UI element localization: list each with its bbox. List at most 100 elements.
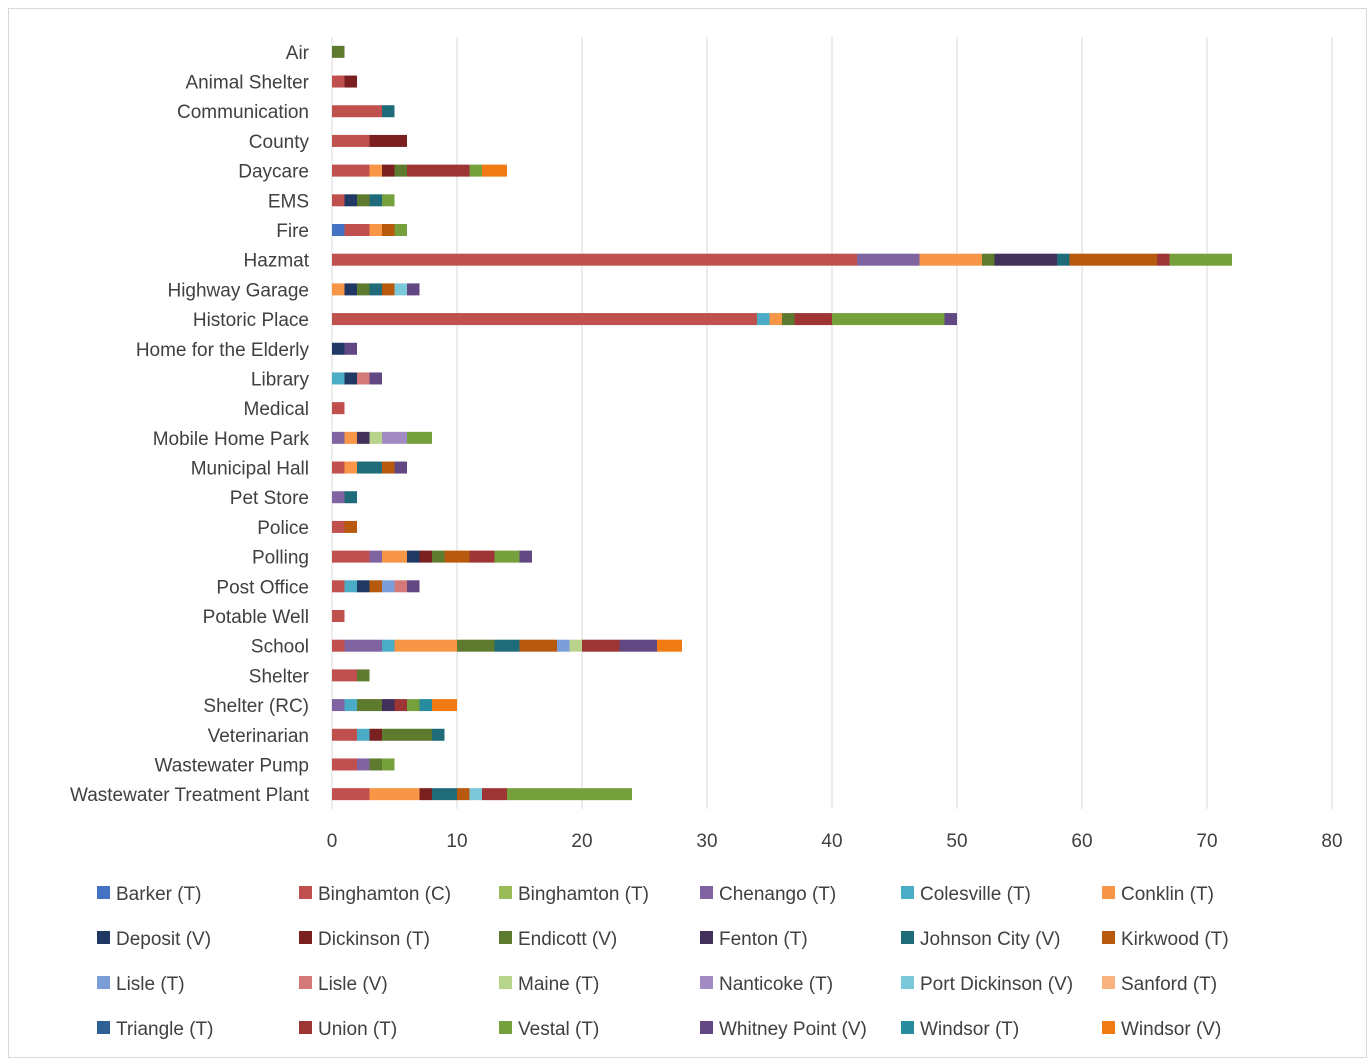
legend-swatch <box>1102 1021 1115 1034</box>
bar-segment-communication-binghamton-c <box>332 105 382 118</box>
category-label: Mobile Home Park <box>153 429 310 450</box>
bar-segment-shelter-rc-windsor-v <box>432 699 457 712</box>
legend-label: Johnson City (V) <box>920 929 1060 950</box>
bar-segment-highway-garage-deposit-v <box>344 283 357 296</box>
category-label: Daycare <box>238 162 309 183</box>
legend-label: Conklin (T) <box>1121 884 1214 905</box>
category-label: School <box>251 637 309 658</box>
legend-label: Vestal (T) <box>518 1019 599 1040</box>
bar-segment-library-whitney-point-v <box>369 372 382 385</box>
bar-segment-highway-garage-johnson-city-v <box>369 283 382 296</box>
legend-swatch <box>700 976 713 989</box>
x-tick-label: 30 <box>696 831 717 852</box>
bar-segment-polling-kirkwood-t <box>444 550 470 563</box>
bar-segment-highway-garage-whitney-point-v <box>407 283 420 296</box>
category-label: Historic Place <box>193 310 309 331</box>
bar-segment-school-binghamton-c <box>332 639 345 652</box>
bar-segment-communication-johnson-city-v <box>382 105 395 118</box>
legend-swatch <box>901 931 914 944</box>
category-label: County <box>249 132 310 153</box>
legend-item-colesville-t: Colesville (T) <box>901 884 1031 905</box>
legend-label: Lisle (T) <box>116 974 185 995</box>
legend-swatch <box>97 886 110 899</box>
legend-swatch <box>901 976 914 989</box>
bar-segment-municipal-hall-johnson-city-v <box>357 461 382 474</box>
bar-segment-shelter-rc-chenango-t <box>332 699 345 712</box>
legend-item-barker-t: Barker (T) <box>97 884 202 905</box>
bar-segment-historic-place-whitney-point-v <box>944 313 957 326</box>
legend-label: Nanticoke (T) <box>719 974 833 995</box>
bar-segment-daycare-union-t <box>407 164 470 177</box>
bar-segment-hazmat-vestal-t <box>1169 253 1232 266</box>
category-label: Polling <box>252 548 309 569</box>
legend-item-johnson-city-v: Johnson City (V) <box>901 929 1060 950</box>
legend-swatch <box>299 1021 312 1034</box>
category-label: Home for the Elderly <box>136 340 310 361</box>
legend-swatch <box>97 1021 110 1034</box>
category-label: Highway Garage <box>167 280 309 301</box>
legend-item-port-dickinson-v: Port Dickinson (V) <box>901 974 1073 995</box>
x-tick-label: 40 <box>821 831 842 852</box>
legend-label: Barker (T) <box>116 884 202 905</box>
bar-segment-school-whitney-point-v <box>619 639 657 652</box>
bar-segment-wastewater-pump-binghamton-c <box>332 758 357 771</box>
bar-segment-polling-binghamton-c <box>332 550 370 563</box>
category-label: Shelter (RC) <box>203 696 309 717</box>
bar-segment-wastewater-treatment-plant-binghamton-c <box>332 788 370 801</box>
bar-segment-polling-deposit-v <box>407 550 420 563</box>
bar-segment-highway-garage-port-dickinson-v <box>394 283 407 296</box>
bar-segment-veterinarian-endicott-v <box>382 728 432 741</box>
category-label: Air <box>286 43 310 64</box>
bar-segment-daycare-vestal-t <box>469 164 482 177</box>
bar-segment-hazmat-union-t <box>1157 253 1170 266</box>
bar-segment-hazmat-endicott-v <box>982 253 995 266</box>
legend-swatch <box>499 886 512 899</box>
legend-item-fenton-t: Fenton (T) <box>700 929 808 950</box>
x-tick-label: 80 <box>1321 831 1342 852</box>
bar-segment-historic-place-colesville-t <box>757 313 770 326</box>
bar-segment-veterinarian-dickinson-t <box>369 728 382 741</box>
bars <box>332 45 1232 801</box>
bar-segment-polling-endicott-v <box>432 550 445 563</box>
legend-label: Binghamton (T) <box>518 884 649 905</box>
legend-swatch <box>1102 931 1115 944</box>
bar-segment-library-deposit-v <box>344 372 357 385</box>
bar-segment-school-maine-t <box>569 639 582 652</box>
legend-label: Port Dickinson (V) <box>920 974 1073 995</box>
bar-segment-school-johnson-city-v <box>494 639 520 652</box>
bar-segment-polling-conklin-t <box>382 550 407 563</box>
bar-segment-historic-place-conklin-t <box>769 313 782 326</box>
category-label: Veterinarian <box>208 726 309 747</box>
legend-label: Maine (T) <box>518 974 599 995</box>
legend-label: Sanford (T) <box>1121 974 1217 995</box>
category-label: Municipal Hall <box>191 459 309 480</box>
category-axis-labels: Air Animal Shelter Communication County Dayc… <box>70 43 310 806</box>
bar-segment-animal-shelter-binghamton-c <box>332 75 345 88</box>
legend-item-dickinson-t: Dickinson (T) <box>299 929 430 950</box>
legend-label: Whitney Point (V) <box>719 1019 867 1040</box>
category-label: EMS <box>268 191 309 212</box>
category-label: Communication <box>177 102 309 123</box>
bar-segment-shelter-rc-union-t <box>394 699 407 712</box>
bar-segment-ems-vestal-t <box>382 194 395 207</box>
legend-swatch <box>1102 976 1115 989</box>
bar-segment-medical-binghamton-c <box>332 402 345 415</box>
bar-segment-fire-vestal-t <box>394 224 407 236</box>
value-axis-labels: 0 10 20 30 40 50 60 70 80 <box>327 831 1343 852</box>
bar-segment-ems-johnson-city-v <box>369 194 382 207</box>
bar-segment-fire-binghamton-c <box>344 224 370 236</box>
bar-segment-historic-place-endicott-v <box>782 313 795 326</box>
category-label: Wastewater Treatment Plant <box>70 785 310 806</box>
legend-label: Fenton (T) <box>719 929 808 950</box>
legend-swatch <box>1102 886 1115 899</box>
category-label: Hazmat <box>244 251 310 272</box>
legend-item-vestal-t: Vestal (T) <box>499 1019 599 1040</box>
x-tick-label: 0 <box>327 831 338 852</box>
bar-segment-library-lisle-v <box>357 372 370 385</box>
bar-segment-highway-garage-kirkwood-t <box>382 283 395 296</box>
bar-segment-shelter-rc-windsor-t <box>419 699 432 712</box>
category-label: Library <box>251 369 310 390</box>
bar-segment-wastewater-treatment-plant-kirkwood-t <box>457 788 470 801</box>
bar-segment-polling-chenango-t <box>369 550 382 563</box>
bar-segment-school-colesville-t <box>382 639 395 652</box>
